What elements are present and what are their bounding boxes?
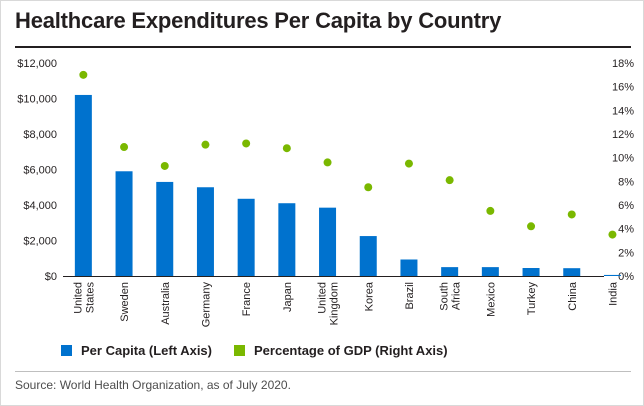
- chart-title: Healthcare Expenditures Per Capita by Co…: [15, 8, 502, 33]
- left-axis-tick-label: $12,000: [17, 58, 57, 70]
- category-label: Sweden: [119, 282, 131, 322]
- bar: [156, 181, 174, 276]
- bar: [74, 94, 92, 276]
- bar: [441, 267, 459, 276]
- gdp-point: [79, 70, 88, 79]
- legend: Per Capita (Left Axis) Percentage of GDP…: [61, 343, 448, 358]
- category-label: Turkey: [526, 282, 538, 316]
- title-rule: [15, 46, 631, 48]
- category-label: United: [317, 282, 329, 314]
- right-axis-tick-label: 6%: [618, 200, 634, 212]
- legend-swatch-bar: [61, 345, 72, 356]
- category-labels: United States Sweden Australia Germany France…: [72, 281, 619, 327]
- category-label: Germany: [200, 282, 212, 328]
- dot-series: [79, 70, 617, 239]
- source-rule: [15, 371, 631, 372]
- right-axis-tick-label: 14%: [612, 105, 634, 117]
- left-axis-tick-label: $10,000: [17, 94, 57, 106]
- gdp-point: [201, 140, 210, 149]
- gdp-point: [608, 230, 617, 239]
- gdp-point: [404, 159, 413, 168]
- bar: [115, 171, 133, 276]
- left-axis-tick-label: $8,000: [23, 129, 57, 141]
- right-axis-tick-label: 12%: [612, 129, 634, 141]
- bar: [278, 203, 296, 276]
- legend-label-gdp: Percentage of GDP (Right Axis): [254, 343, 448, 358]
- right-axis-tick-label: 2%: [618, 247, 634, 259]
- category-label: France: [241, 282, 253, 316]
- gdp-point: [364, 183, 373, 192]
- gdp-point: [445, 176, 454, 185]
- category-label: South: [439, 282, 451, 311]
- bar: [359, 236, 377, 276]
- category-label: Japan: [282, 282, 294, 312]
- right-axis-tick-label: 8%: [618, 176, 634, 188]
- category-label: Brazil: [404, 282, 416, 310]
- bar: [603, 274, 621, 276]
- combo-chart: $0 $2,000 $4,000 $6,000 $8,000 $10,000 $12,000…: [17, 58, 634, 327]
- legend-item-gdp: Percentage of GDP (Right Axis): [234, 343, 448, 358]
- category-label: Australia: [160, 281, 172, 325]
- bar-series: [74, 94, 621, 276]
- category-label: India: [607, 281, 619, 306]
- right-axis-tick-label: 18%: [612, 58, 634, 70]
- source-note: Source: World Health Organization, as of…: [15, 378, 291, 392]
- category-label: United: [72, 282, 84, 314]
- legend-label-per-capita: Per Capita (Left Axis): [81, 343, 212, 358]
- left-axis-tick-label: $2,000: [23, 236, 57, 248]
- bar: [563, 268, 581, 276]
- legend-swatch-dot: [234, 345, 245, 356]
- bar: [237, 198, 255, 276]
- bar: [319, 207, 337, 276]
- bar: [481, 267, 499, 276]
- category-label: Africa: [451, 281, 463, 310]
- right-axis-tick-label: 10%: [612, 153, 634, 165]
- gdp-point: [160, 161, 169, 170]
- right-axis: 0% 2% 4% 6% 8% 10% 12% 14% 16% 18%: [612, 58, 634, 283]
- gdp-point: [567, 210, 576, 219]
- gdp-point: [527, 222, 536, 231]
- category-label: Kingdom: [329, 282, 341, 325]
- gdp-point: [242, 139, 251, 148]
- category-label: Korea: [363, 281, 375, 311]
- left-axis-tick-label: $6,000: [23, 165, 57, 177]
- category-label: States: [84, 282, 96, 314]
- left-axis-tick-label: $4,000: [23, 200, 57, 212]
- gdp-point: [282, 144, 291, 153]
- left-axis: $0 $2,000 $4,000 $6,000 $8,000 $10,000 $12,000: [17, 58, 57, 283]
- legend-item-per-capita: Per Capita (Left Axis): [61, 343, 212, 358]
- category-label: Mexico: [485, 282, 497, 317]
- category-label: China: [567, 281, 579, 311]
- bar: [196, 187, 214, 276]
- right-axis-tick-label: 16%: [612, 82, 634, 94]
- gdp-point: [323, 158, 332, 167]
- right-axis-tick-label: 0%: [618, 271, 634, 283]
- bar: [522, 268, 540, 276]
- gdp-point: [120, 143, 129, 152]
- left-axis-tick-label: $0: [45, 271, 57, 283]
- right-axis-tick-label: 4%: [618, 224, 634, 236]
- gdp-point: [486, 206, 495, 215]
- bar: [400, 259, 418, 276]
